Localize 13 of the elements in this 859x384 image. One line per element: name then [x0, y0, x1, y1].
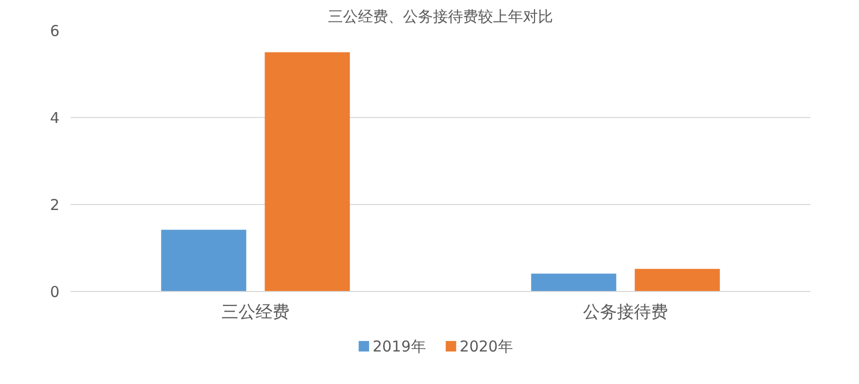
chart-title: 三公经费、公务接待费较上年对比: [328, 8, 553, 26]
x-tick-label: 公务接待费: [583, 302, 668, 322]
legend-label: 2020年: [460, 337, 513, 356]
legend-label: 2019年: [372, 337, 426, 356]
bar: [161, 230, 246, 292]
y-tick-label: 2: [50, 196, 60, 214]
y-tick-label: 4: [50, 109, 60, 127]
bar: [531, 274, 616, 292]
x-tick-label: 三公经费: [222, 302, 290, 322]
bar: [264, 52, 350, 292]
y-tick-label: 6: [50, 22, 60, 40]
bar: [634, 268, 720, 292]
y-tick-label: 0: [50, 283, 60, 301]
